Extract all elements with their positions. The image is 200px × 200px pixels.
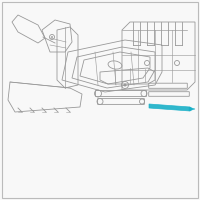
Circle shape [124, 84, 126, 86]
Polygon shape [149, 104, 192, 111]
Polygon shape [189, 107, 195, 111]
Circle shape [51, 36, 53, 38]
